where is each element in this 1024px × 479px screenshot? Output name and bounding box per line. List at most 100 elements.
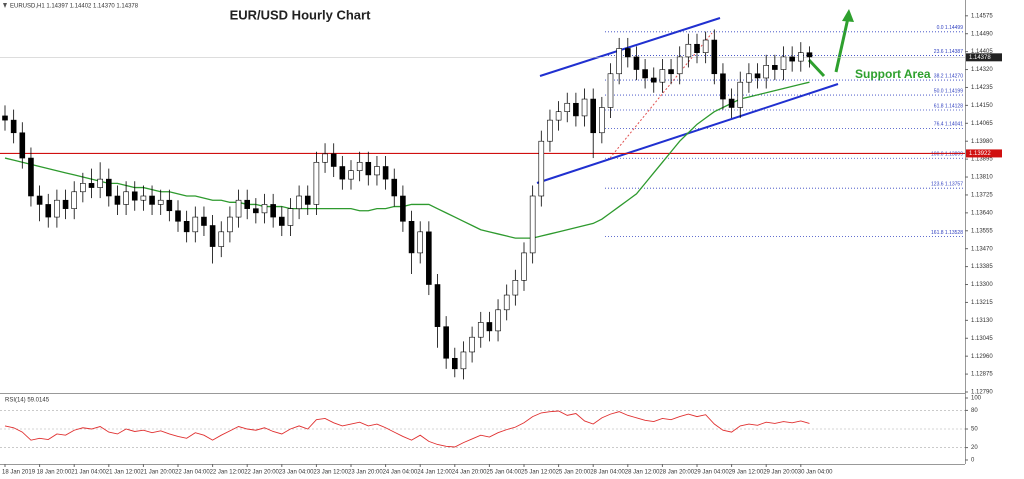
candle-body [201,216,207,226]
candle-body [495,309,501,332]
candle-body [547,119,553,142]
y-tick-label: 1.13385 [971,264,993,270]
candle-body [737,81,744,108]
candle-body [253,208,259,214]
candle-body [806,52,813,58]
candle-body [114,195,121,205]
candle-body [391,178,398,197]
x-tick-label: 21 Jan 12:00 [106,470,141,476]
x-tick-label: 25 Jan 12:00 [521,470,556,476]
x-tick-label: 22 Jan 12:00 [210,470,245,476]
candle-body [339,166,346,180]
fib-label: 50.0 1.14199 [934,88,963,94]
candle-body [443,326,449,359]
y-tick-label: 1.13725 [971,193,993,199]
y-tick-label: 1.12790 [971,390,993,396]
candle-body [720,73,726,100]
candle-body [668,69,674,75]
y-tick-label: 1.13555 [971,228,993,234]
candle-body [374,166,380,176]
chart-title: EUR/USD Hourly Chart [230,7,372,22]
candle-body [408,220,415,254]
x-tick-label: 29 Jan 20:00 [763,470,798,476]
candle-body [80,183,86,193]
resistance-label: 1.13922 [969,151,991,157]
last-price-box [966,53,1002,62]
candle-body [365,161,372,176]
y-tick-label: 1.13045 [971,336,993,342]
candle-body [763,65,770,79]
y-tick-label: 1.14150 [971,103,993,109]
fib-label: 23.6 1.14387 [934,49,963,55]
candle-body [261,204,268,214]
candle-body [45,204,52,218]
candle-body [183,220,190,233]
moving-average [4,81,810,239]
y-tick-label: 1.13810 [971,175,993,181]
candle-body [616,48,622,75]
x-tick-label: 22 Jan 20:00 [244,470,279,476]
candle-body [417,231,424,254]
candle-body [149,195,155,205]
candle-body [659,69,666,83]
fib-label: 123.6 1.13757 [931,182,963,188]
candle-body [538,140,545,197]
x-tick-label: 25 Jan 04:00 [486,470,521,476]
y-tick-label: 1.13980 [971,139,993,145]
rsi-tick-label: 0 [971,458,975,464]
x-tick-label: 22 Jan 04:00 [175,470,210,476]
candle-body [780,56,787,70]
fib-label: 161.8 1.13528 [931,230,963,236]
candle-body [573,102,579,117]
candle-body [106,178,112,197]
x-tick-label: 28 Jan 20:00 [659,470,694,476]
x-tick-label: 28 Jan 04:00 [590,470,625,476]
x-tick-label: 18 Jan 20:00 [37,470,72,476]
candle-body [192,216,199,233]
candle-body [694,43,700,53]
candle-body [400,195,406,222]
y-tick-label: 1.14575 [971,13,993,19]
candle-body [131,191,138,201]
y-tick-label: 1.13215 [971,300,993,306]
candle-body [529,195,536,254]
fib-label: 61.8 1.14128 [934,103,963,109]
rsi-tick-label: 80 [971,408,978,414]
resistance-box [966,149,1002,158]
y-tick-label: 1.12875 [971,372,993,378]
rsi-title: RSI(14) 59.0145 [5,398,50,404]
candle-body [702,39,709,53]
arrow-up [834,17,850,73]
x-tick-label: 18 Jan 2019 [2,470,36,476]
x-tick-label: 24 Jan 04:00 [383,470,418,476]
arrow-head [842,9,854,22]
candle-body [209,225,216,247]
candle-body [19,132,26,159]
candle-body [304,195,311,205]
candle-body [313,161,320,205]
candle-body [244,199,250,209]
y-tick-label: 1.13640 [971,210,993,216]
candle-body [54,199,60,218]
candle-body [97,178,103,188]
candle-body [642,69,648,79]
y-tick-label: 1.14490 [971,31,993,37]
candle-body [356,161,363,172]
y-tick-label: 1.14405 [971,49,993,55]
symbol-info: EURUSD,H1 1.14397 1.14402 1.14370 1.1437… [10,4,139,10]
candle-body [607,73,614,108]
candle-body [754,73,761,79]
candle-body [512,280,519,296]
y-tick-label: 1.14065 [971,121,993,127]
y-tick-label: 1.13470 [971,246,993,252]
candle-body [175,210,181,222]
candle-body [88,183,95,188]
fib-label: 0.0 1.14499 [937,25,964,31]
candle-body [521,252,527,281]
y-tick-label: 1.13895 [971,157,993,163]
candle-body [62,199,69,209]
x-tick-label: 29 Jan 12:00 [729,470,764,476]
candle-body [555,111,562,121]
candle-body [789,56,795,62]
candle-body [624,48,631,58]
